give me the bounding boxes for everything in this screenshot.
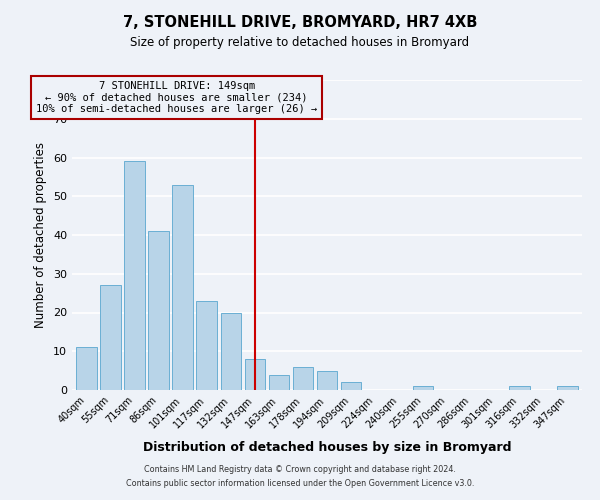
Text: 7 STONEHILL DRIVE: 149sqm
← 90% of detached houses are smaller (234)
10% of semi: 7 STONEHILL DRIVE: 149sqm ← 90% of detac… — [36, 81, 317, 114]
Bar — [413, 386, 433, 390]
Bar — [509, 386, 530, 390]
Bar — [341, 382, 361, 390]
Text: Size of property relative to detached houses in Bromyard: Size of property relative to detached ho… — [130, 36, 470, 49]
Bar — [148, 231, 169, 390]
Y-axis label: Number of detached properties: Number of detached properties — [34, 142, 47, 328]
X-axis label: Distribution of detached houses by size in Bromyard: Distribution of detached houses by size … — [143, 441, 511, 454]
Text: Contains HM Land Registry data © Crown copyright and database right 2024.
Contai: Contains HM Land Registry data © Crown c… — [126, 466, 474, 487]
Bar — [100, 286, 121, 390]
Bar — [245, 359, 265, 390]
Bar — [269, 374, 289, 390]
Bar — [76, 348, 97, 390]
Bar — [196, 301, 217, 390]
Bar — [317, 370, 337, 390]
Bar — [557, 386, 578, 390]
Bar — [124, 162, 145, 390]
Bar — [293, 367, 313, 390]
Bar — [221, 312, 241, 390]
Bar — [172, 184, 193, 390]
Text: 7, STONEHILL DRIVE, BROMYARD, HR7 4XB: 7, STONEHILL DRIVE, BROMYARD, HR7 4XB — [123, 15, 477, 30]
